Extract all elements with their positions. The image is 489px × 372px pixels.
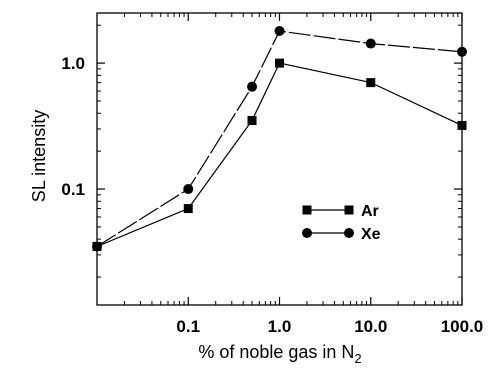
x-tick-label: 1.0 bbox=[268, 317, 292, 336]
legend-marker-ar bbox=[302, 205, 312, 215]
data-point-ar bbox=[275, 58, 284, 68]
data-point-xe bbox=[92, 241, 102, 252]
data-point-xe bbox=[365, 38, 376, 49]
data-point-ar bbox=[247, 116, 257, 126]
legend-marker-ar bbox=[344, 205, 354, 215]
x-axis-label-subscript: 2 bbox=[354, 351, 361, 366]
y-axis-label: SL intensity bbox=[29, 110, 49, 202]
y-tick-label: 0.1 bbox=[61, 180, 85, 199]
data-point-ar bbox=[457, 120, 467, 130]
y-tick-label: 1.0 bbox=[61, 54, 85, 73]
data-point-xe bbox=[247, 81, 258, 92]
data-point-xe bbox=[183, 184, 194, 195]
legend-label-ar: Ar bbox=[361, 203, 379, 220]
data-point-xe bbox=[457, 46, 467, 57]
series-line-ar bbox=[96, 62, 463, 248]
plot-frame bbox=[96, 12, 463, 306]
data-point-xe bbox=[274, 25, 285, 36]
axis-ticks: 0.1 1.0 10.0 100.0 0.1 1.0 bbox=[61, 13, 483, 336]
x-tick-label: 100.0 bbox=[441, 317, 484, 336]
data-point-ar bbox=[366, 78, 376, 88]
legend-item-xe: Xe bbox=[302, 226, 381, 243]
x-axis-label: % of noble gas in N2 bbox=[198, 342, 361, 366]
x-tick-label: 10.0 bbox=[354, 317, 387, 336]
legend-label-xe: Xe bbox=[361, 226, 381, 243]
series-xe bbox=[92, 25, 467, 252]
legend-marker-xe bbox=[302, 228, 312, 238]
legend: Ar Xe bbox=[302, 203, 381, 243]
data-series bbox=[92, 25, 467, 252]
plot-area bbox=[96, 12, 463, 306]
data-point-ar bbox=[183, 204, 193, 214]
series-line-xe bbox=[96, 30, 463, 248]
x-axis-label-main: % of noble gas in N bbox=[198, 342, 354, 362]
legend-item-ar: Ar bbox=[302, 203, 379, 220]
series-ar bbox=[92, 58, 467, 251]
x-tick-label: 0.1 bbox=[176, 317, 200, 336]
legend-marker-xe bbox=[344, 228, 354, 238]
